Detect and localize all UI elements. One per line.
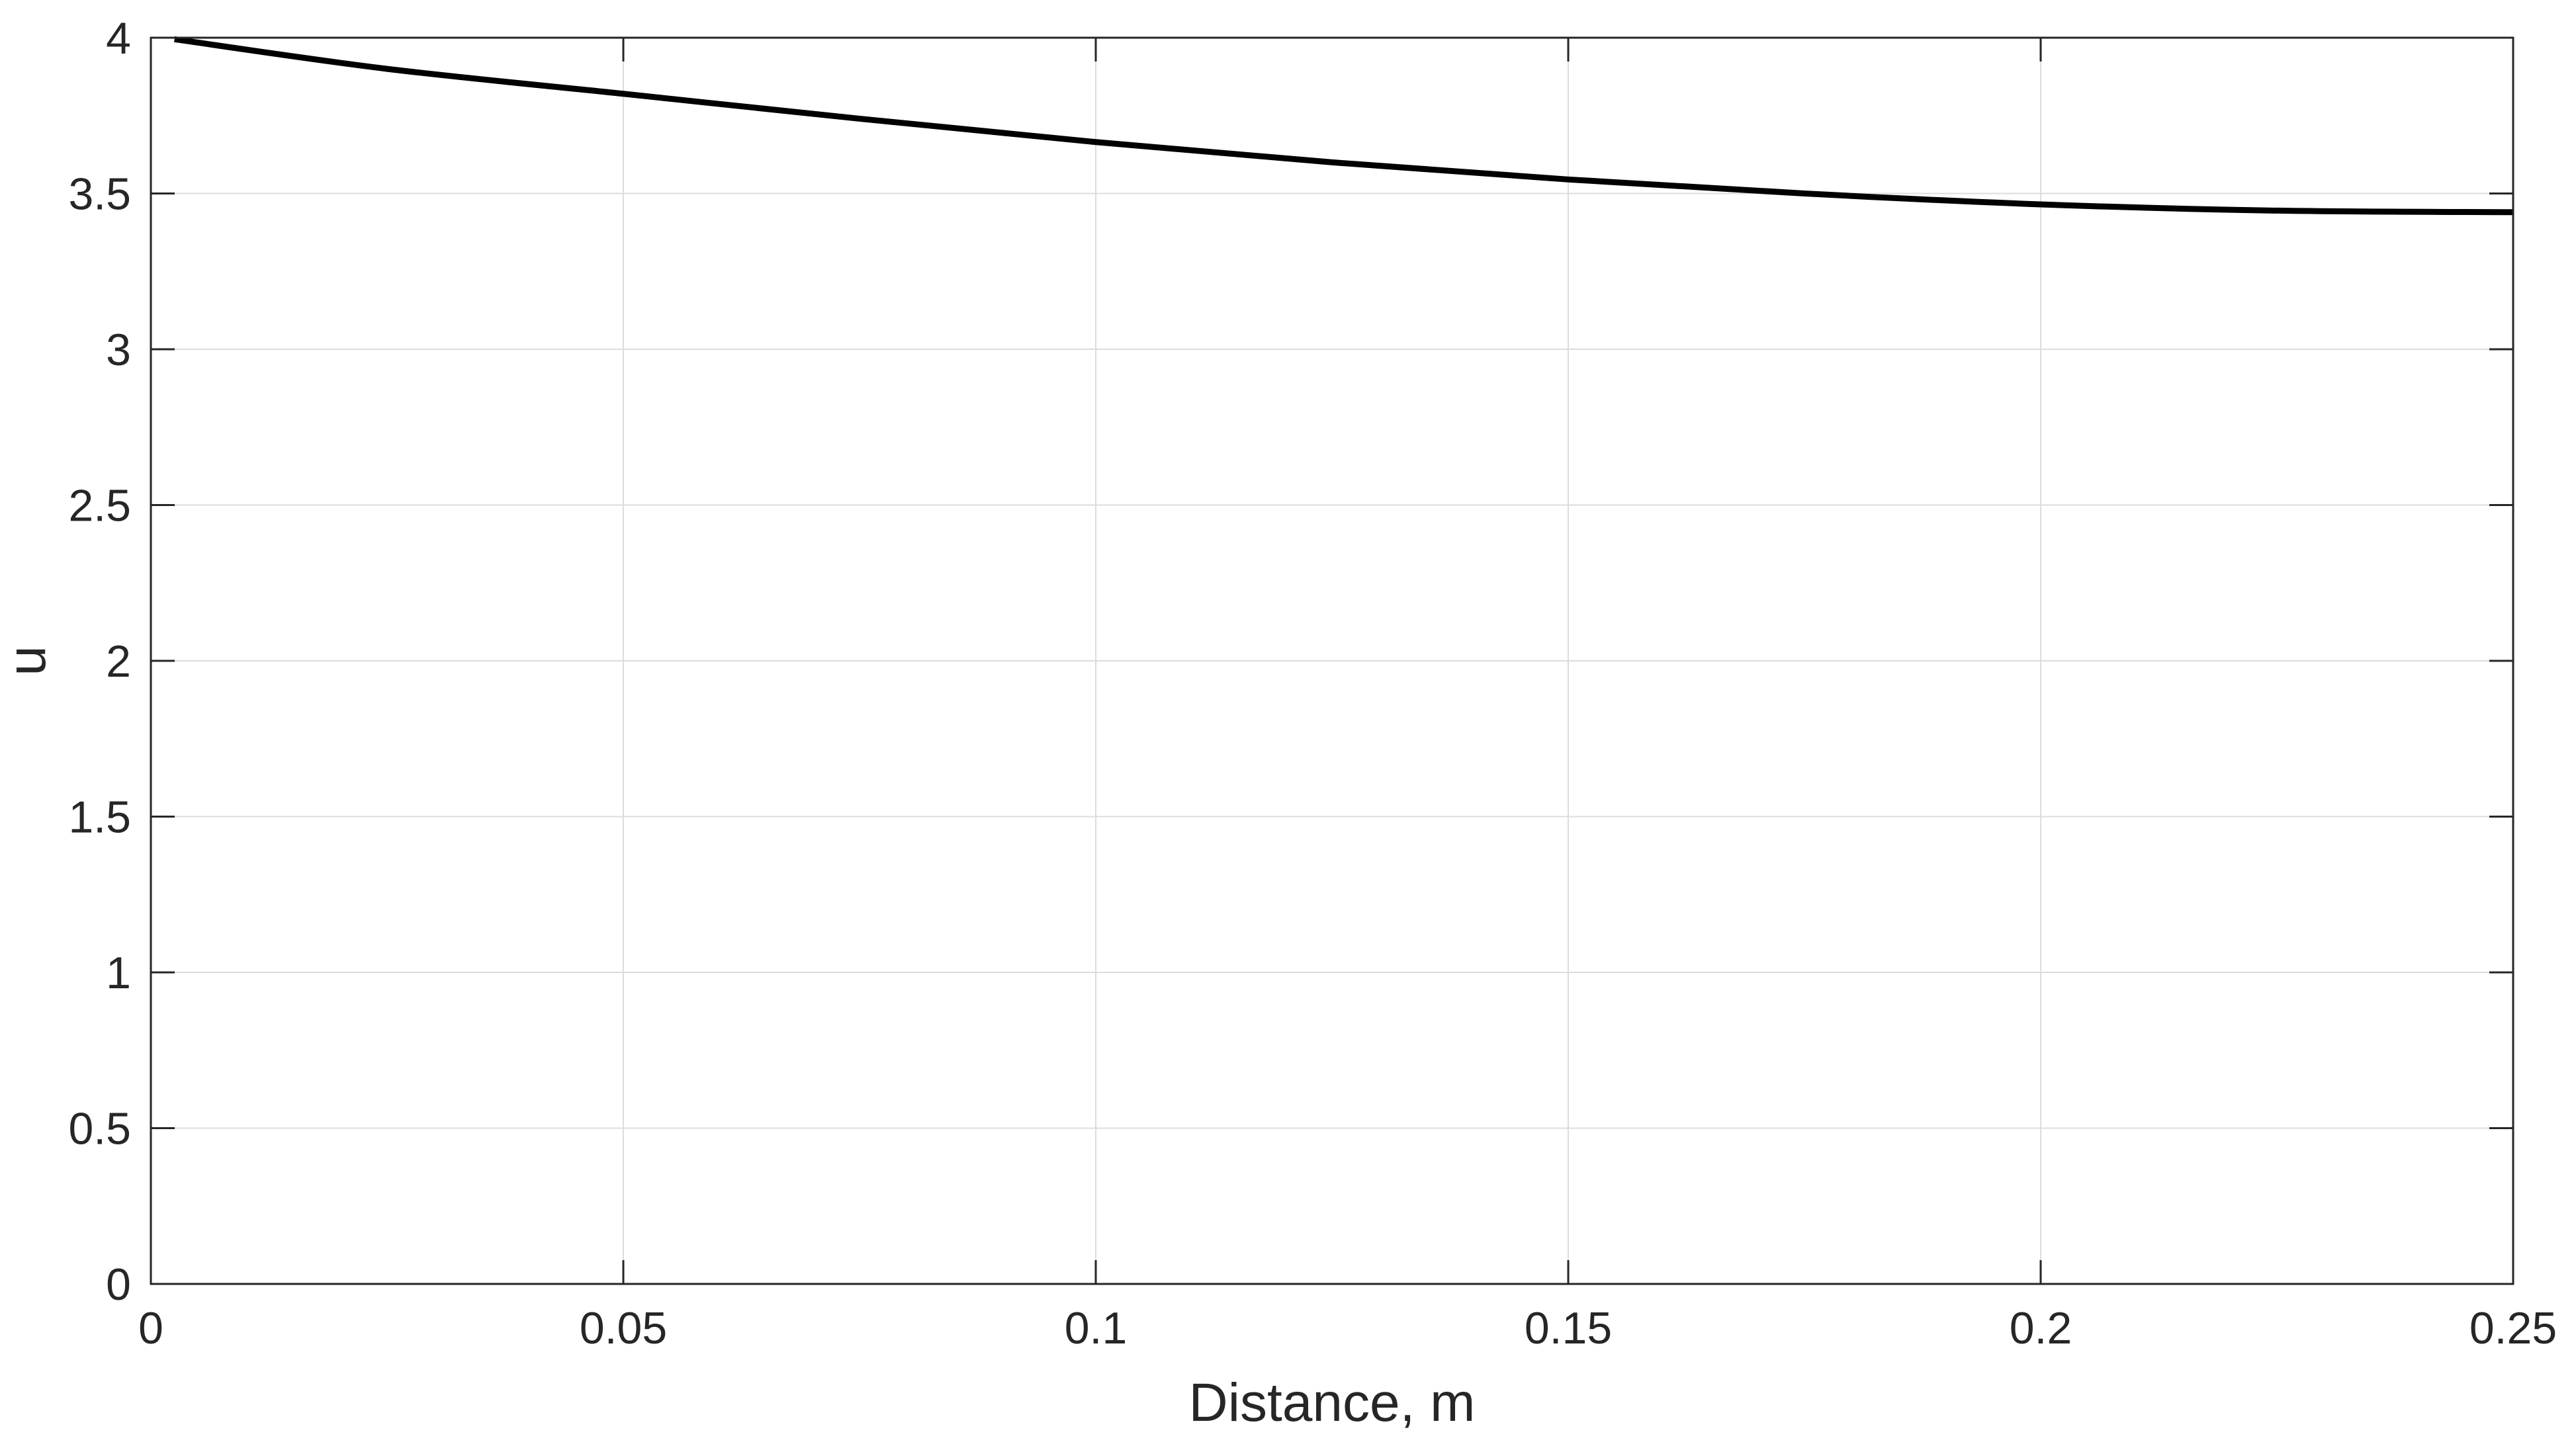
x-tick-label: 0.2 [2010,1303,2072,1353]
y-tick-label: 2.5 [68,481,131,531]
y-tick-label: 2 [106,636,131,687]
y-axis-label: u [0,646,57,676]
y-tick-label: 3 [106,325,131,375]
series-line-0 [174,36,2514,216]
y-tick-label: 3.5 [68,169,131,220]
series-layer [174,36,2514,216]
y-tick-label: 0 [106,1259,131,1310]
x-tick-label: 0.15 [1525,1303,1612,1353]
y-tick-label: 4 [106,13,131,64]
y-tick-label: 1.5 [68,792,131,843]
x-axis: 0 0.05 0.1 0.15 0.2 0.25 [138,38,2557,1353]
x-tick-label: 0.1 [1065,1303,1128,1353]
x-tick-label: 0.25 [2469,1303,2557,1353]
y-axis: 0 0.5 1 1.5 2 2.5 3 3.5 4 [68,13,2513,1310]
x-axis-label: Distance, m [1189,1373,1476,1433]
y-tick-label: 1 [106,948,131,998]
x-tick-label: 0.05 [580,1303,667,1353]
x-tick-label: 0 [138,1303,163,1353]
y-tick-label: 0.5 [68,1104,131,1154]
